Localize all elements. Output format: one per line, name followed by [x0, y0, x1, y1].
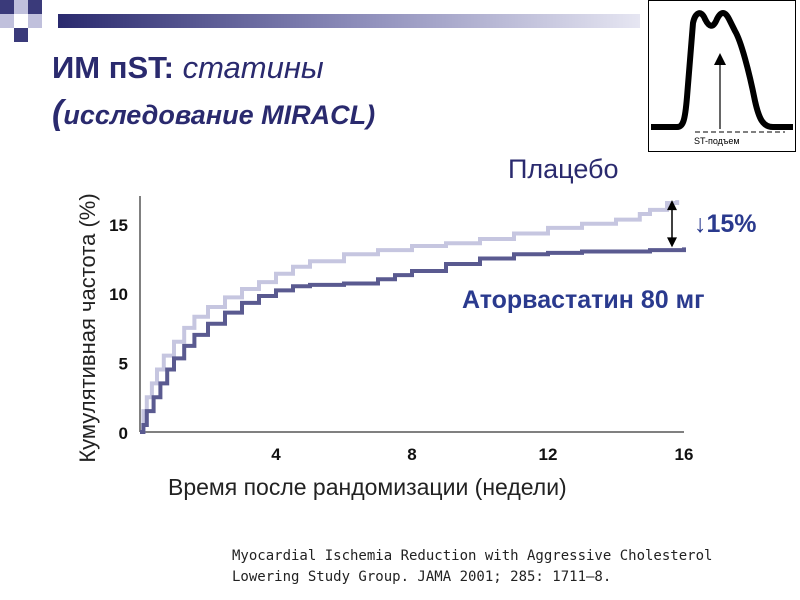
series-line-placebo — [140, 200, 680, 434]
title-italic: статины — [182, 50, 324, 85]
series-lines — [140, 200, 686, 434]
citation: Myocardial Ischemia Reduction with Aggre… — [232, 546, 712, 588]
ecg-trace — [651, 10, 793, 130]
citation-line-1: Myocardial Ischemia Reduction with Aggre… — [232, 548, 713, 564]
square-dark-1 — [0, 0, 14, 14]
series-line-atorvastatin — [140, 247, 686, 434]
ecg-arrow-head — [714, 53, 726, 65]
citation-line-2: Lowering Study Group. JAMA 2001; 285: 17… — [232, 569, 612, 585]
square-dark-3 — [14, 28, 28, 42]
x-tick-label: 16 — [675, 445, 694, 464]
top-bar — [58, 14, 640, 28]
title-bold: ИМ пST: — [52, 50, 174, 85]
tick-labels: 4 8 12 16 0 5 10 15 — [109, 216, 693, 464]
x-tick-label: 8 — [407, 445, 416, 464]
ecg-waveform-icon — [651, 10, 793, 133]
series-label-atorvastatin: Аторвастатин 80 мг — [462, 286, 705, 314]
y-tick-label: 0 — [119, 424, 128, 443]
y-axis-label: Кумулятивная частота (%) — [75, 193, 100, 463]
difference-arrow-head-down — [667, 237, 677, 248]
series-label-placebo: Плацебо — [508, 154, 619, 184]
square-light-2 — [0, 14, 14, 28]
difference-arrow — [667, 200, 677, 248]
decorative-squares — [0, 0, 640, 50]
y-tick-label: 5 — [119, 355, 128, 374]
slide-title: ИМ пST: статины — [52, 50, 324, 86]
y-tick-label: 10 — [109, 285, 128, 304]
x-tick-label: 4 — [271, 445, 281, 464]
x-tick-label: 12 — [539, 445, 558, 464]
subtitle-text: исследование MIRACL) — [63, 100, 376, 130]
square-light-1 — [14, 0, 28, 14]
square-light-3 — [28, 14, 42, 28]
subtitle-paren: ( — [52, 94, 64, 132]
axes — [139, 196, 684, 433]
square-dark-2 — [28, 0, 42, 14]
ecg-label: ST-подъем — [694, 136, 740, 146]
ecg-st-elevation-inset — [648, 0, 796, 152]
difference-arrow-head-up — [667, 200, 677, 211]
reduction-label: ↓15% — [694, 210, 757, 238]
y-tick-label: 15 — [109, 216, 128, 235]
slide-subtitle: (исследование MIRACL) — [52, 94, 375, 133]
x-axis-label: Время после рандомизации (недели) — [168, 474, 567, 500]
